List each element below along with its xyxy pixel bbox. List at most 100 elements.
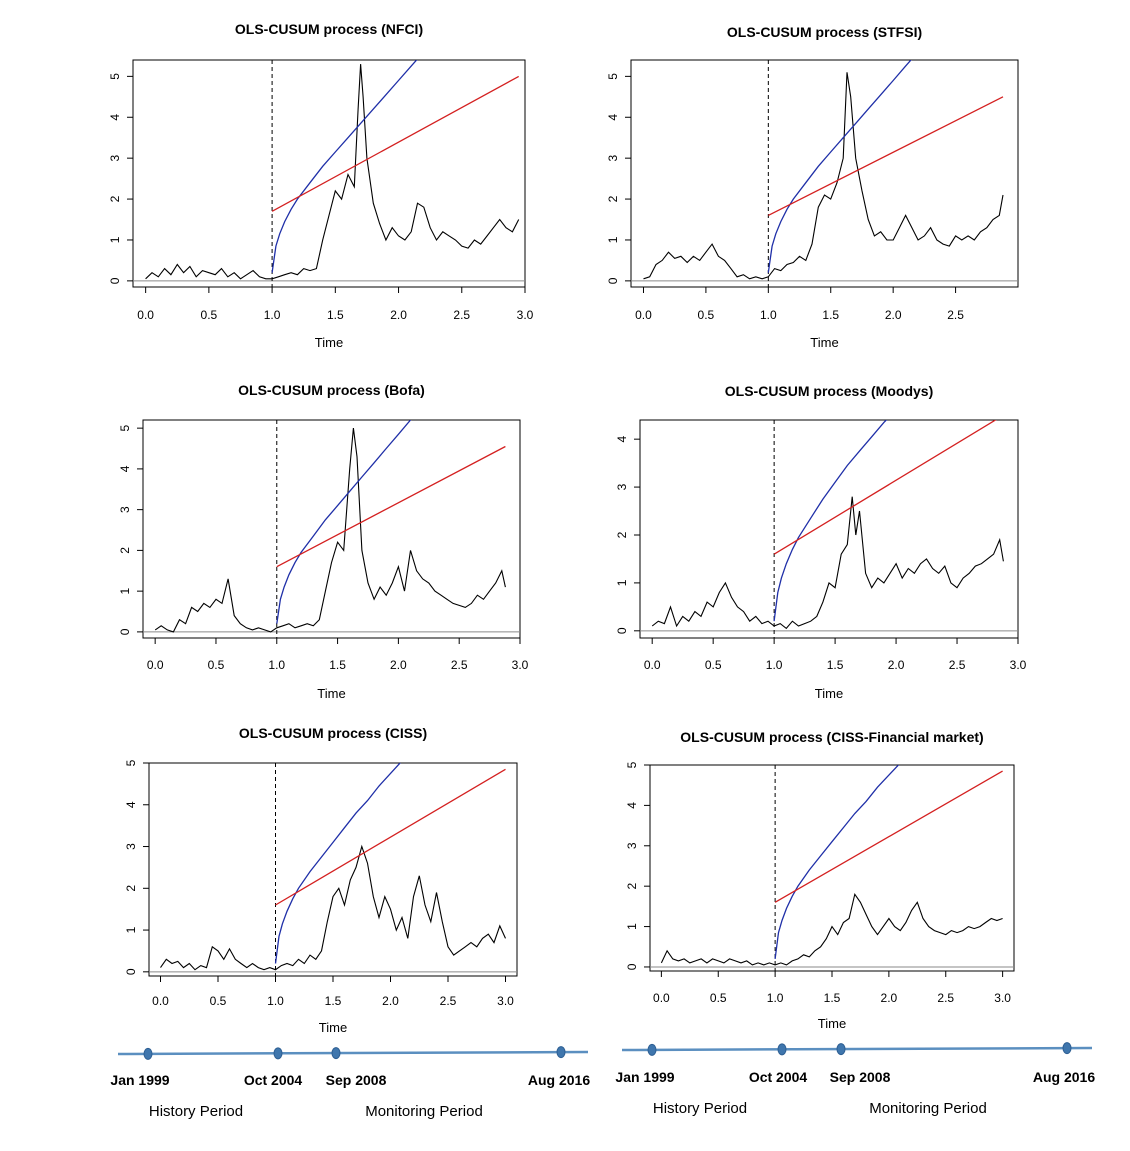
- plot-frame: [630, 59, 1019, 288]
- chart-title: OLS-CUSUM process (CISS): [239, 725, 427, 741]
- cusum-process-line: [160, 844, 507, 971]
- timeline-event-marker: [556, 1046, 566, 1059]
- x-tick-label: 3.0: [517, 308, 534, 322]
- y-tick-label: 0: [124, 968, 138, 975]
- timeline-period-label: Monitoring Period: [365, 1103, 483, 1120]
- y-tick-label: 0: [625, 963, 639, 970]
- boundary-line-red: [768, 96, 1004, 216]
- y-tick-label: 2: [615, 531, 629, 538]
- x-tick-label: 1.0: [267, 994, 284, 1008]
- y-tick-label: 4: [124, 801, 138, 808]
- x-tick-label: 1.5: [822, 308, 839, 322]
- x-tick-label: 1.5: [325, 994, 342, 1008]
- y-tick-label: 5: [625, 761, 639, 768]
- x-tick-label: 1.5: [327, 308, 344, 322]
- timeline-date-label: Sep 2008: [326, 1072, 387, 1088]
- x-tick-label: 1.0: [766, 658, 783, 672]
- y-tick-label: 3: [124, 843, 138, 850]
- y-tick-label: 1: [118, 587, 132, 594]
- y-tick-label: 1: [625, 923, 639, 930]
- y-tick-label: 0: [108, 277, 122, 284]
- y-tick-label: 2: [124, 885, 138, 892]
- y-tick-label: 3: [606, 155, 620, 162]
- timeline-axis: [117, 1050, 589, 1056]
- x-tick-label: 1.0: [264, 308, 281, 322]
- chart-title: OLS-CUSUM process (Moodys): [725, 383, 933, 399]
- cusum-process-line: [651, 496, 1004, 630]
- boundary-line-red: [773, 420, 997, 555]
- x-tick-label: 1.0: [767, 991, 784, 1005]
- y-tick-label: 4: [625, 802, 639, 809]
- y-tick-label: 1: [108, 236, 122, 243]
- chart-panel-1: OLS-CUSUM process (STFSI) 0.0 0.5 1.0 1.5 2.0…: [606, 24, 1019, 350]
- timeline-event-marker: [1062, 1042, 1072, 1055]
- boundary-line-red: [276, 445, 506, 568]
- x-tick-label: 0.0: [635, 308, 652, 322]
- timeline-event-marker: [331, 1047, 341, 1060]
- y-tick-label: 2: [606, 195, 620, 202]
- timeline-event-marker: [273, 1047, 283, 1060]
- timeline-period-label: History Period: [653, 1100, 747, 1117]
- y-tick-label: 4: [606, 114, 620, 121]
- x-tick-label: 3.0: [1010, 658, 1027, 672]
- cusum-process-line: [643, 72, 1004, 280]
- y-tick-label: 5: [124, 759, 138, 766]
- timeline-axis: [621, 1046, 1093, 1052]
- x-tick-label: 0.0: [152, 994, 169, 1008]
- x-tick-label: 2.0: [888, 658, 905, 672]
- y-tick-label: 2: [625, 883, 639, 890]
- y-tick-label: 4: [118, 465, 132, 472]
- timeline-event-marker: [777, 1043, 787, 1056]
- x-tick-label: 3.0: [512, 658, 529, 672]
- chart-title: OLS-CUSUM process (STFSI): [727, 24, 922, 40]
- cusum-process-line: [154, 428, 506, 633]
- x-axis-label: Time: [810, 335, 838, 350]
- chart-title: OLS-CUSUM process (Bofa): [238, 382, 425, 398]
- x-tick-label: 0.0: [147, 658, 164, 672]
- x-tick-label: 0.5: [705, 658, 722, 672]
- chart-panel-2: OLS-CUSUM process (Bofa) 0.0 0.5 1.0 1.5 2.0 2…: [118, 382, 529, 701]
- y-tick-label: 0: [606, 277, 620, 284]
- boundary-curve-blue: [773, 420, 888, 622]
- x-tick-label: 1.0: [268, 658, 285, 672]
- x-axis-label: Time: [818, 1016, 846, 1031]
- x-tick-label: 3.0: [497, 994, 514, 1008]
- boundary-curve-blue: [767, 60, 912, 273]
- x-axis-label: Time: [815, 686, 843, 701]
- x-tick-label: 1.5: [827, 658, 844, 672]
- x-tick-label: 2.0: [390, 658, 407, 672]
- y-tick-label: 0: [118, 628, 132, 635]
- timeline-0: Jan 1999 Oct 2004 Sep 2008 Aug 2016 History …: [110, 1046, 590, 1120]
- timeline-date-label: Sep 2008: [830, 1069, 891, 1085]
- x-axis-label: Time: [319, 1020, 347, 1035]
- y-tick-label: 1: [124, 926, 138, 933]
- x-tick-label: 0.0: [644, 658, 661, 672]
- boundary-curve-blue: [774, 765, 900, 959]
- x-tick-label: 2.0: [885, 308, 902, 322]
- x-tick-label: 0.5: [208, 658, 225, 672]
- timeline-date-label: Oct 2004: [749, 1069, 808, 1085]
- x-tick-label: 2.5: [949, 658, 966, 672]
- x-tick-label: 2.5: [440, 994, 457, 1008]
- y-tick-label: 1: [606, 236, 620, 243]
- y-tick-label: 5: [606, 73, 620, 80]
- boundary-line-red: [275, 768, 506, 906]
- x-tick-label: 1.5: [329, 658, 346, 672]
- x-tick-label: 2.0: [881, 991, 898, 1005]
- boundary-curve-blue: [271, 60, 418, 273]
- y-tick-label: 1: [615, 579, 629, 586]
- x-tick-label: 1.5: [824, 991, 841, 1005]
- x-tick-label: 0.5: [201, 308, 218, 322]
- cusum-process-line: [660, 892, 1003, 966]
- chart-panel-4: OLS-CUSUM process (CISS) 0.0 0.5 1.0 1.5 2.0 2…: [124, 725, 518, 1035]
- x-tick-label: 0.5: [710, 991, 727, 1005]
- timeline-period-label: Monitoring Period: [869, 1100, 987, 1117]
- x-tick-label: 2.5: [453, 308, 470, 322]
- x-tick-label: 0.5: [210, 994, 227, 1008]
- timeline-event-marker: [143, 1047, 153, 1060]
- timeline-date-label: Aug 2016: [528, 1072, 590, 1088]
- chart-panel-3: OLS-CUSUM process (Moodys) 0.0 0.5 1.0 1.5 2.…: [615, 383, 1027, 701]
- timeline-date-label: Jan 1999: [615, 1069, 674, 1085]
- timeline-date-label: Jan 1999: [110, 1072, 169, 1088]
